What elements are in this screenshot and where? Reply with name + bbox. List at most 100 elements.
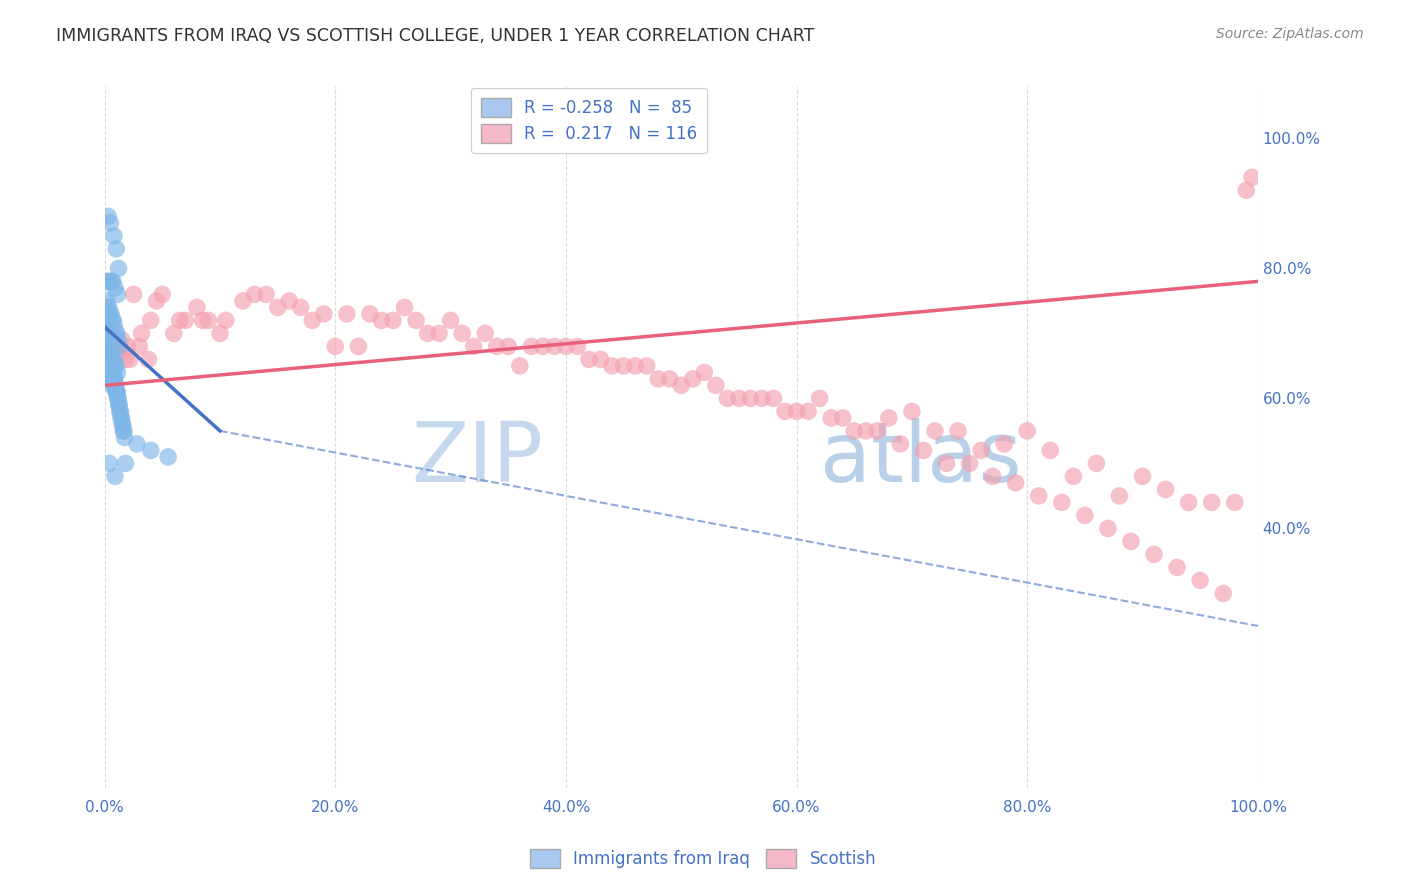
Point xyxy=(107,392,129,406)
Point xyxy=(693,365,716,379)
Point xyxy=(543,339,565,353)
Point xyxy=(100,346,122,360)
Point xyxy=(98,346,121,360)
Point xyxy=(98,307,121,321)
Point xyxy=(1234,183,1257,197)
Point xyxy=(108,404,131,418)
Point xyxy=(128,339,150,353)
Point xyxy=(394,301,416,315)
Point xyxy=(98,346,121,360)
Point xyxy=(1085,457,1108,471)
Point xyxy=(1062,469,1084,483)
Point xyxy=(981,469,1004,483)
Point xyxy=(797,404,820,418)
Point xyxy=(110,410,132,425)
Point xyxy=(100,216,122,230)
Point xyxy=(427,326,450,341)
Point xyxy=(197,313,219,327)
Point xyxy=(191,313,214,327)
Point xyxy=(278,293,301,308)
Point xyxy=(98,372,121,386)
Point xyxy=(105,287,128,301)
Point xyxy=(96,274,118,288)
Point xyxy=(98,339,121,353)
Point xyxy=(104,378,127,392)
Point xyxy=(1028,489,1050,503)
Point xyxy=(96,339,118,353)
Point xyxy=(103,228,125,243)
Point xyxy=(103,365,125,379)
Point xyxy=(416,326,439,341)
Point xyxy=(935,457,957,471)
Point xyxy=(97,210,120,224)
Point xyxy=(105,242,128,256)
Point xyxy=(104,378,127,392)
Point xyxy=(498,339,520,353)
Point xyxy=(866,424,889,438)
Point xyxy=(636,359,658,373)
Point xyxy=(94,339,117,353)
Point xyxy=(613,359,636,373)
Point xyxy=(100,274,122,288)
Point xyxy=(96,301,118,315)
Point xyxy=(520,339,543,353)
Point xyxy=(215,313,238,327)
Point xyxy=(831,410,853,425)
Point xyxy=(509,359,531,373)
Point xyxy=(624,359,647,373)
Point xyxy=(101,313,124,327)
Point xyxy=(97,339,120,353)
Point xyxy=(682,372,704,386)
Point xyxy=(186,301,208,315)
Point xyxy=(101,359,124,373)
Point xyxy=(704,378,727,392)
Point xyxy=(96,339,118,353)
Point xyxy=(924,424,946,438)
Point xyxy=(440,313,463,327)
Point xyxy=(96,365,118,379)
Point xyxy=(647,372,669,386)
Point xyxy=(323,339,346,353)
Point xyxy=(98,372,121,386)
Point xyxy=(855,424,877,438)
Point xyxy=(254,287,277,301)
Point xyxy=(108,398,131,412)
Point xyxy=(728,392,751,406)
Point xyxy=(114,430,136,444)
Point xyxy=(105,384,128,399)
Point xyxy=(117,339,139,353)
Point xyxy=(150,287,173,301)
Point xyxy=(105,384,128,399)
Point xyxy=(808,392,831,406)
Point xyxy=(100,346,122,360)
Point xyxy=(96,326,118,341)
Point xyxy=(1143,548,1166,562)
Point xyxy=(107,333,129,347)
Point xyxy=(312,307,335,321)
Point xyxy=(111,333,134,347)
Point xyxy=(671,378,693,392)
Point xyxy=(578,352,600,367)
Point xyxy=(993,437,1015,451)
Point xyxy=(301,313,323,327)
Point xyxy=(567,339,589,353)
Point xyxy=(100,352,122,367)
Point xyxy=(243,287,266,301)
Point xyxy=(232,293,254,308)
Point xyxy=(531,339,554,353)
Point xyxy=(1074,508,1097,523)
Point xyxy=(112,424,135,438)
Point xyxy=(103,319,125,334)
Text: ZIP: ZIP xyxy=(411,418,543,499)
Point xyxy=(336,307,359,321)
Point xyxy=(104,281,127,295)
Point xyxy=(97,339,120,353)
Point xyxy=(110,410,132,425)
Point xyxy=(145,293,167,308)
Point xyxy=(1241,170,1264,185)
Point xyxy=(946,424,969,438)
Point xyxy=(1119,534,1142,549)
Point xyxy=(107,398,129,412)
Point xyxy=(381,313,404,327)
Point xyxy=(101,365,124,379)
